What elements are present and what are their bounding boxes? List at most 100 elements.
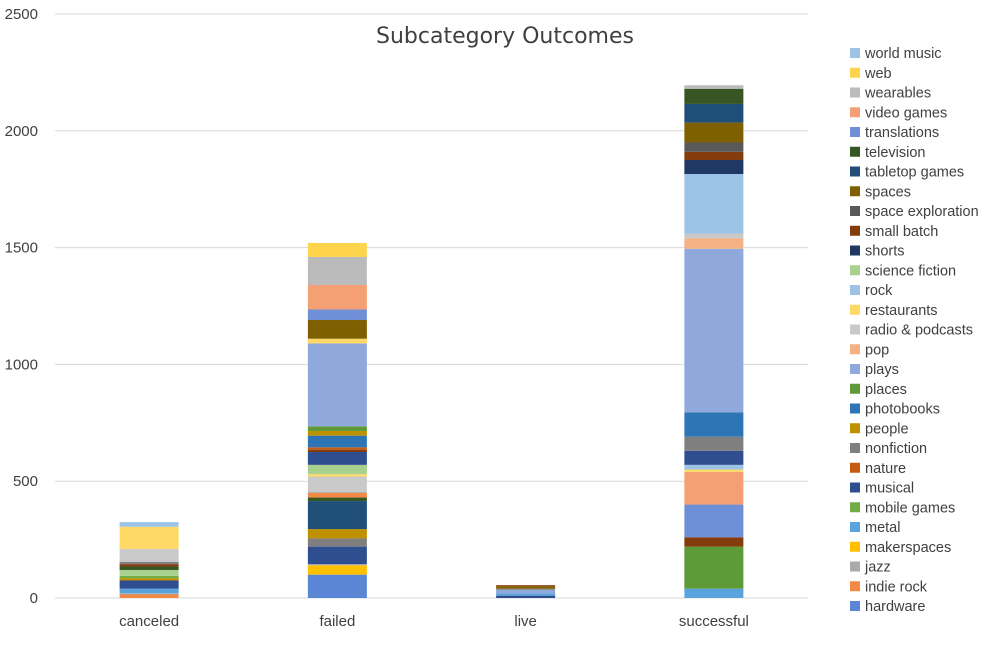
legend-label: tabletop games <box>865 165 964 181</box>
legend-label: radio & podcasts <box>865 323 973 339</box>
legend-swatch <box>850 462 860 473</box>
legend-swatch <box>850 443 860 453</box>
legend-swatch <box>850 107 860 118</box>
legend-label: shorts <box>865 244 905 260</box>
bar-segment-science-fiction <box>119 569 179 576</box>
bar-canceled <box>119 522 179 598</box>
legend-label: indie rock <box>865 579 928 595</box>
bar-segment-metal <box>496 593 556 596</box>
y-tick-label: 0 <box>30 590 38 607</box>
legend-swatch <box>850 502 860 513</box>
bar-segment-spaces <box>307 320 367 339</box>
legend-label: makerspaces <box>865 540 951 556</box>
x-category-label: failed <box>319 613 355 630</box>
legend-label: space exploration <box>865 204 979 220</box>
legend-label: world music <box>864 46 942 62</box>
legend-swatch <box>850 265 860 276</box>
legend-swatch <box>850 245 860 256</box>
bar-segment-nonfiction <box>307 538 367 547</box>
bar-segment-hardware <box>307 574 367 598</box>
x-axis: canceled failed live successful <box>119 613 749 630</box>
bar-segment-musical <box>496 595 556 598</box>
legend-label: video games <box>865 105 947 121</box>
bar-segment-musical <box>307 452 367 465</box>
legend-label: musical <box>865 481 914 497</box>
legend-label: rock <box>865 283 893 299</box>
bar-segment-shorts <box>684 160 744 175</box>
bar-segment-video-games <box>307 284 367 310</box>
bar-segment-indie-rock <box>307 492 367 498</box>
y-tick-label: 2000 <box>5 123 38 140</box>
legend-label: metal <box>865 520 900 536</box>
legend-label: pop <box>865 342 889 358</box>
legend-label: nonfiction <box>865 441 927 457</box>
x-category-label: live <box>514 613 537 630</box>
bar-segment-television <box>684 88 744 104</box>
bar-segment-restaurants <box>119 526 179 549</box>
bar-segment-web <box>307 242 367 257</box>
bar-segment-metal <box>119 588 179 594</box>
x-category-label: successful <box>679 613 749 630</box>
bar-segment-small-batch <box>119 564 179 567</box>
legend-label: mobile games <box>865 500 955 516</box>
legend-swatch <box>850 225 860 236</box>
legend-label: jazz <box>864 560 891 576</box>
legend-swatch <box>850 522 860 532</box>
legend-swatch <box>850 423 860 434</box>
legend-swatch <box>850 324 860 335</box>
legend-swatch <box>850 541 860 552</box>
legend-label: people <box>865 421 909 437</box>
legend-swatch <box>850 166 860 177</box>
bar-segment-musical <box>307 546 367 565</box>
legend-swatch <box>850 304 860 315</box>
legend-label: plays <box>865 362 899 378</box>
legend-label: television <box>865 145 925 161</box>
legend-swatch <box>850 344 860 355</box>
bar-segment-television <box>119 566 179 570</box>
legend-label: nature <box>865 461 906 477</box>
bar-segment-translations <box>307 309 367 321</box>
bar-segment-photobooks <box>307 435 367 448</box>
legend-swatch <box>850 403 860 414</box>
legend-swatch <box>850 383 860 394</box>
bar-segment-plays <box>307 343 367 427</box>
bar-segment-rock <box>684 464 744 470</box>
legend-label: photobooks <box>865 402 940 418</box>
bar-segment-places <box>684 546 744 589</box>
bar-segment-metal <box>684 588 744 598</box>
bar-segment-world-music <box>119 522 179 527</box>
bar-segment-makerspaces <box>307 565 367 575</box>
legend-swatch <box>850 561 860 572</box>
bar-segment-radio-podcasts <box>119 548 179 562</box>
legend-label: places <box>865 382 907 398</box>
bar-segment-jazz <box>307 491 367 493</box>
legend-swatch <box>850 67 860 78</box>
legend-label: small batch <box>865 224 938 240</box>
y-tick-label: 500 <box>13 473 38 490</box>
bar-segment-jazz <box>307 564 367 566</box>
bar-segment-mobile-games <box>119 575 179 579</box>
y-tick-label: 2500 <box>5 6 38 23</box>
bar-segment-nonfiction <box>684 436 744 451</box>
bar-segment-small-batch <box>684 151 744 160</box>
bar-segment-tabletop-games <box>307 501 367 530</box>
legend-label: hardware <box>865 599 925 615</box>
bar-segment-musical <box>684 450 744 465</box>
bar-segment-nonfiction <box>119 561 179 565</box>
bar-segment-indie-rock <box>119 594 179 598</box>
bar-segment-jazz <box>119 593 179 595</box>
bar-segment-musical <box>119 580 179 589</box>
legend-label: translations <box>865 125 939 141</box>
bar-segment-spaces <box>496 586 556 589</box>
legend-label: spaces <box>865 184 911 200</box>
y-axis: 0 500 1000 1500 2000 2500 <box>5 6 38 607</box>
y-tick-label: 1500 <box>5 240 38 257</box>
bar-segment-tabletop-games <box>684 103 744 123</box>
legend-swatch <box>850 127 860 137</box>
bar-segment-spaces <box>684 122 744 143</box>
bar-segment-people <box>307 529 367 539</box>
legend-swatch <box>850 146 860 157</box>
legend-label: web <box>864 66 892 82</box>
bar-segment-people <box>307 430 367 436</box>
